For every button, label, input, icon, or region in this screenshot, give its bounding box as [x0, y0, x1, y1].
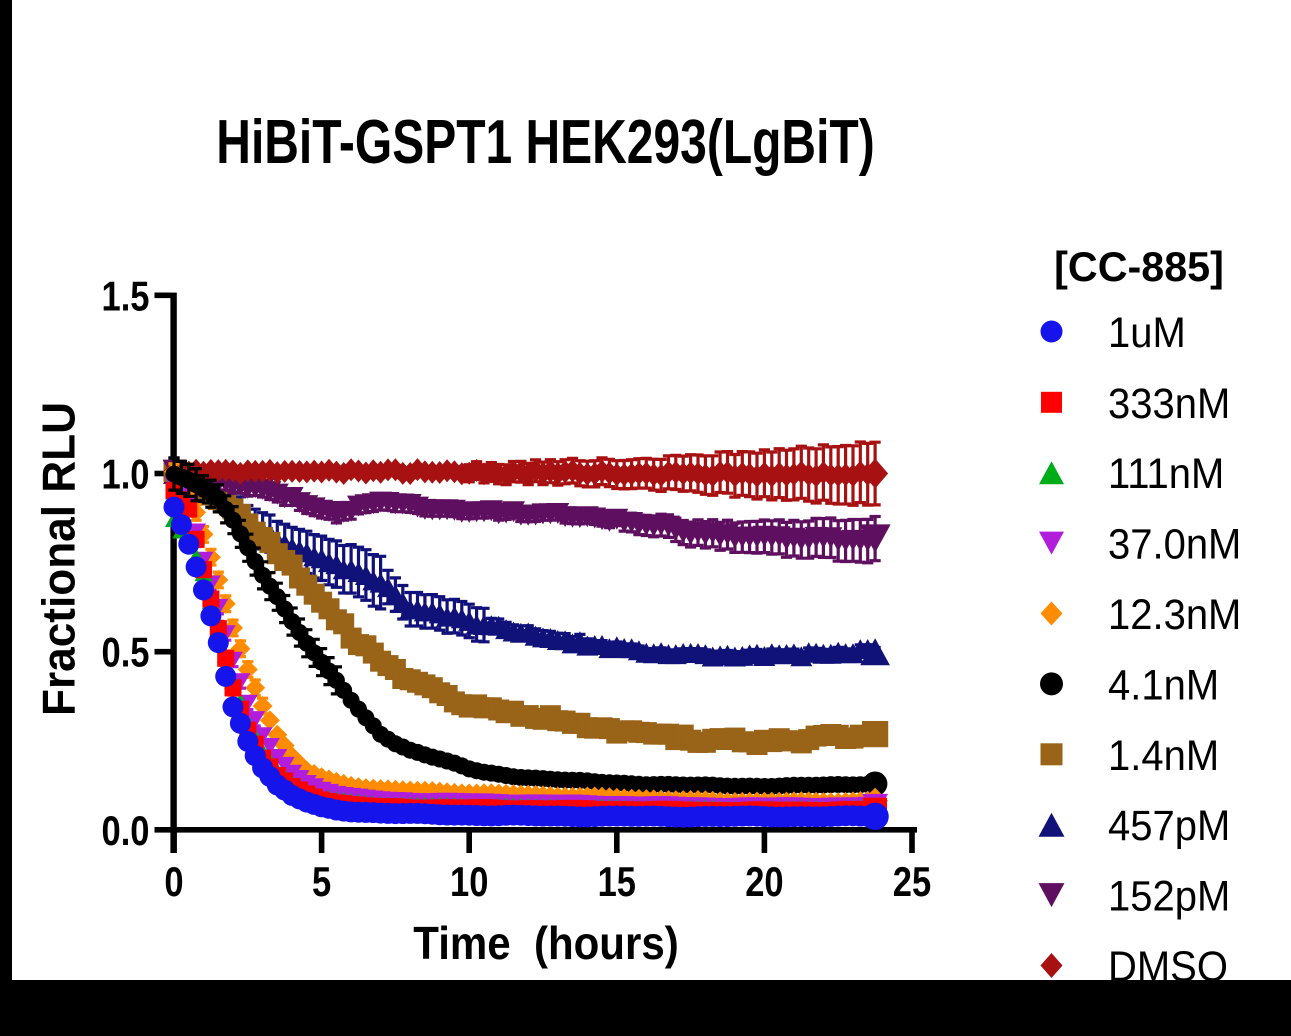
svg-text:111nM: 111nM	[1108, 449, 1224, 498]
svg-text:25: 25	[893, 859, 931, 906]
svg-text:10: 10	[450, 859, 488, 906]
svg-text:457pM: 457pM	[1108, 801, 1230, 850]
svg-text:333nM: 333nM	[1108, 378, 1230, 427]
svg-text:Fractional RLU: Fractional RLU	[33, 402, 85, 716]
svg-text:5: 5	[312, 859, 331, 906]
svg-text:1.0: 1.0	[102, 451, 150, 498]
svg-text:0.0: 0.0	[102, 808, 150, 855]
svg-text:HiBiT-GSPT1 HEK293(LgBiT): HiBiT-GSPT1 HEK293(LgBiT)	[216, 107, 874, 176]
svg-text:1uM: 1uM	[1108, 308, 1186, 357]
svg-text:0: 0	[164, 859, 183, 906]
svg-text:15: 15	[598, 859, 636, 906]
svg-text:0.5: 0.5	[102, 630, 150, 677]
svg-text:37.0nM: 37.0nM	[1108, 519, 1241, 568]
svg-text:1.5: 1.5	[102, 273, 150, 320]
svg-text:12.3nM: 12.3nM	[1108, 590, 1241, 639]
svg-text:Time (hours): Time (hours)	[413, 918, 678, 969]
svg-text:[CC-885]: [CC-885]	[1054, 243, 1224, 290]
svg-text:152pM: 152pM	[1108, 871, 1230, 920]
svg-text:20: 20	[745, 859, 783, 906]
svg-text:1.4nM: 1.4nM	[1108, 730, 1219, 779]
svg-text:4.1nM: 4.1nM	[1108, 660, 1219, 709]
